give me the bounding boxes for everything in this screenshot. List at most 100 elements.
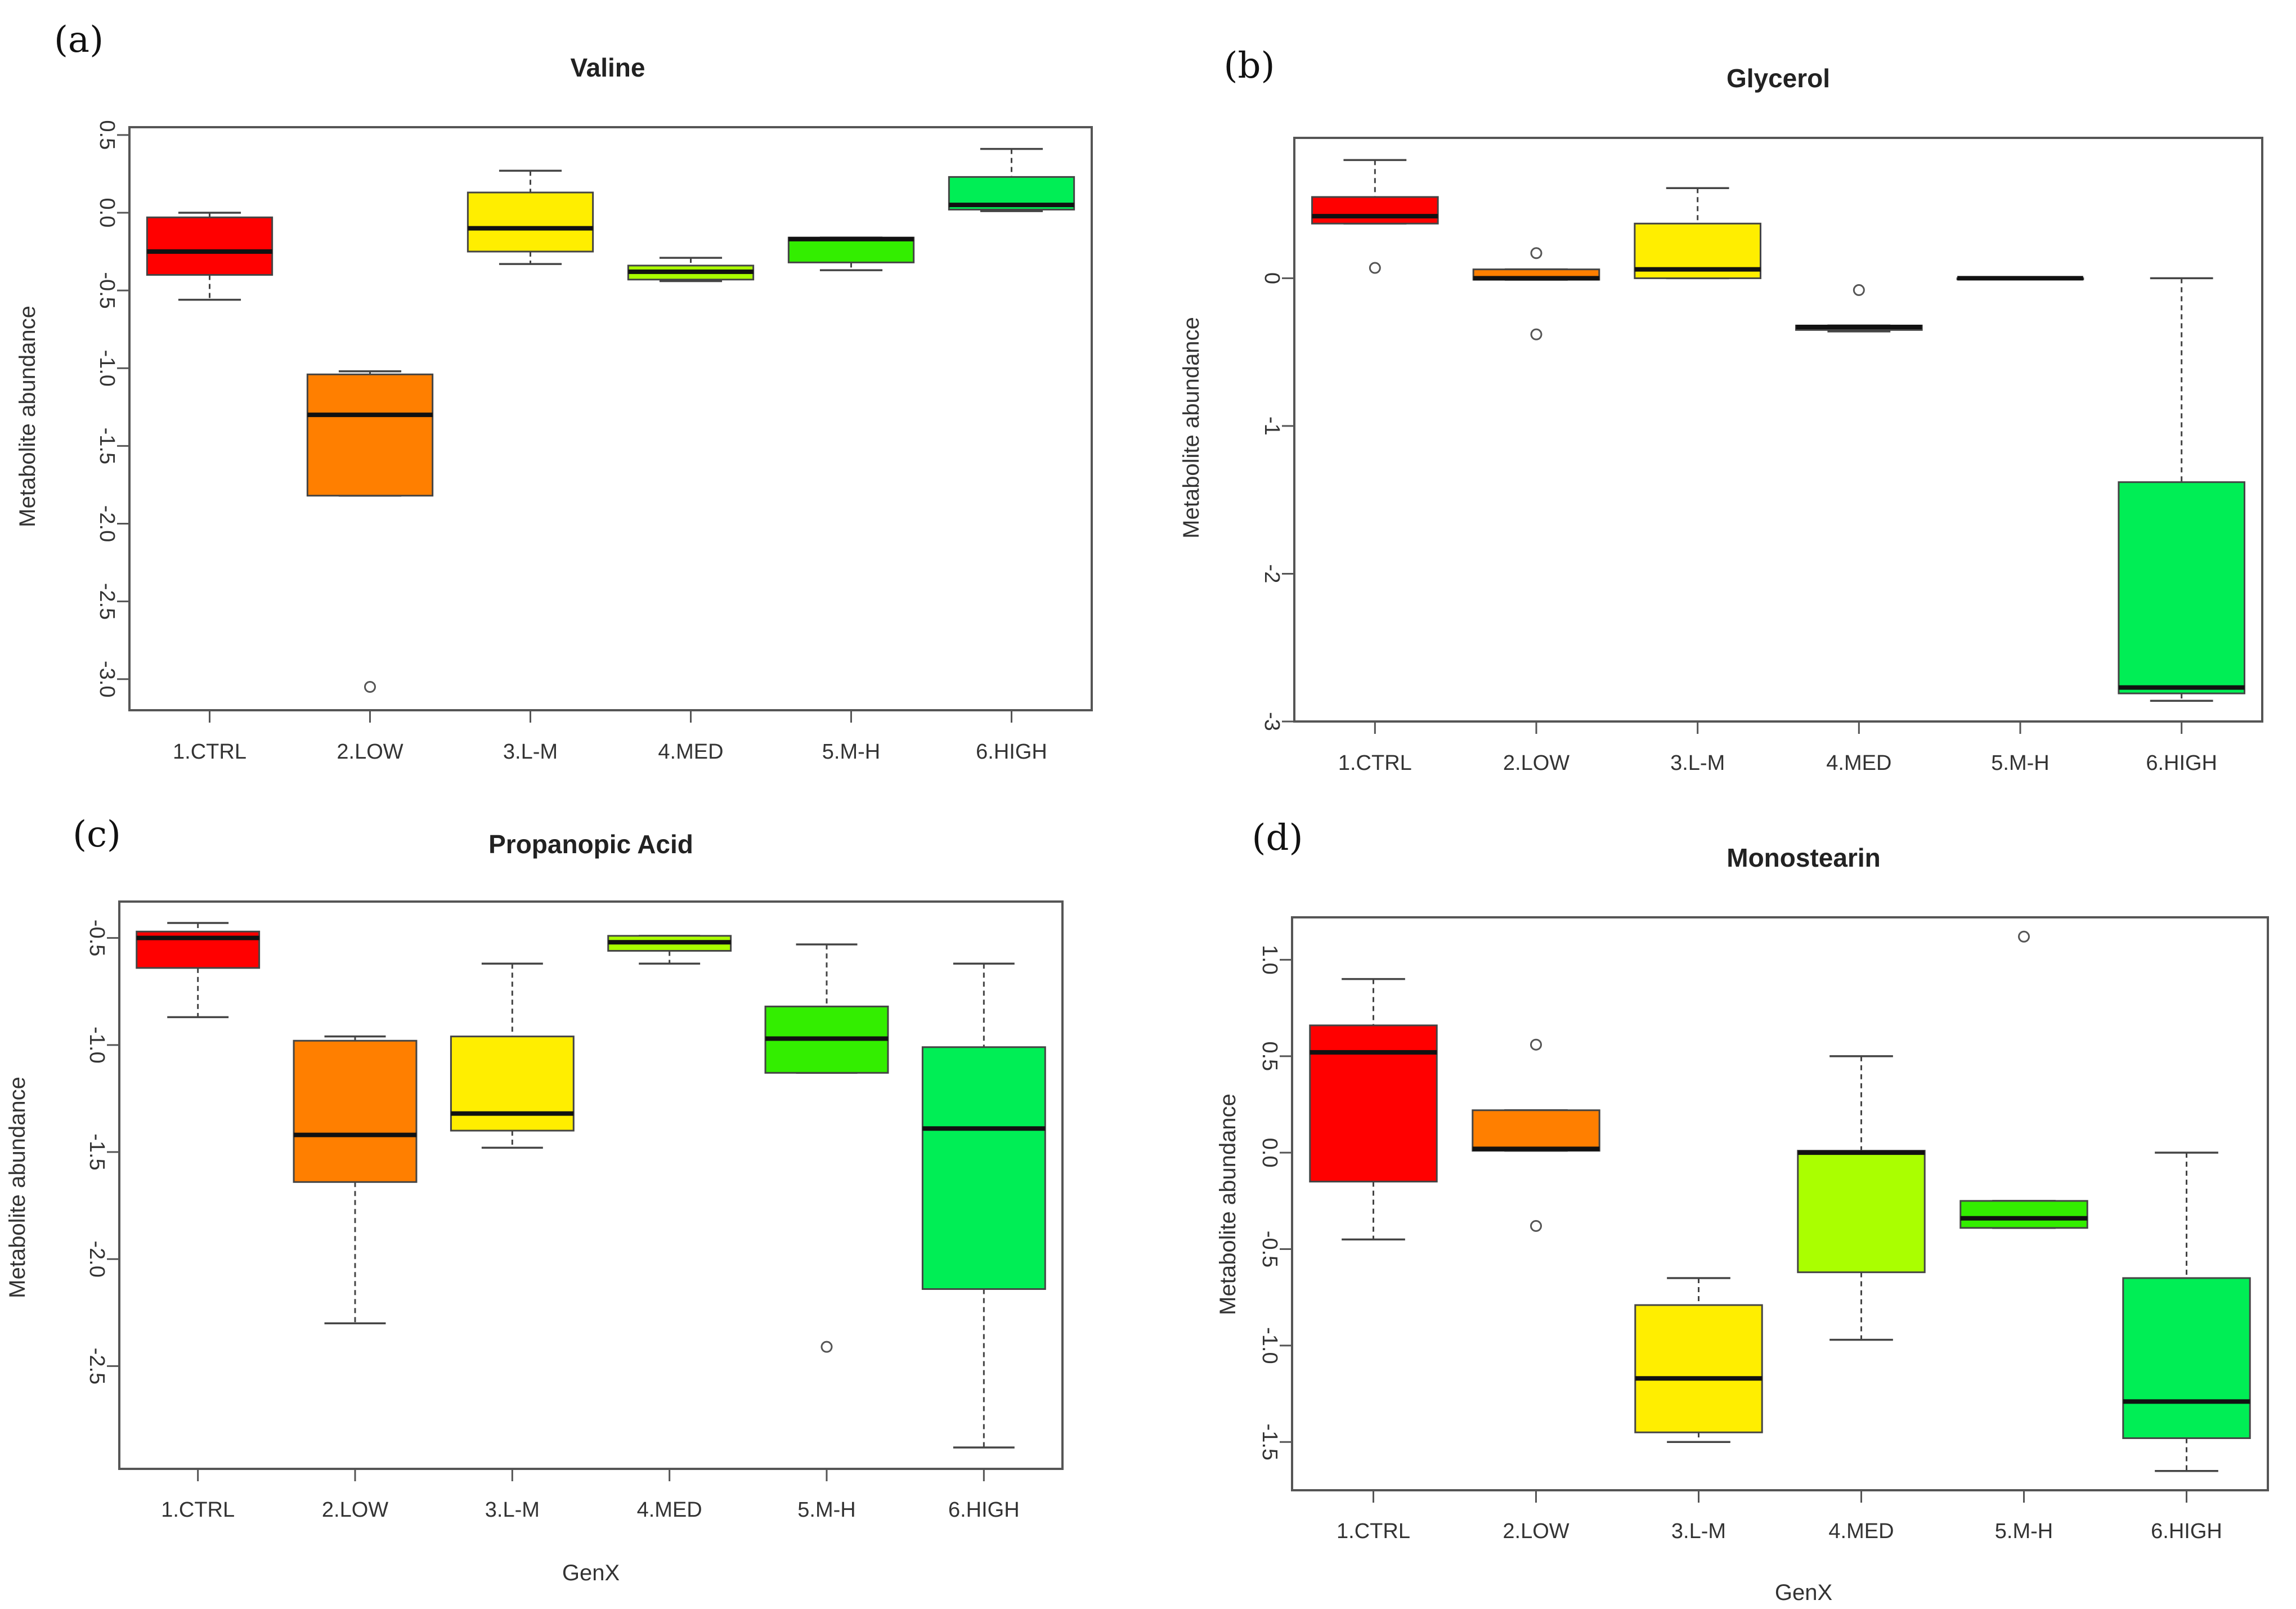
category-label: 1.CTRL xyxy=(161,1498,235,1522)
plot-frame xyxy=(118,900,1064,1470)
plot-frame xyxy=(1291,916,2269,1491)
y-tick-label: -1.5 xyxy=(85,1133,109,1170)
category-label: 6.HIGH xyxy=(2146,751,2217,775)
panel-2: (b) Glycerol Metabolite abundance 0 -1 -2 -3 1.… xyxy=(1179,45,2263,775)
y-axis-label: Metabolite abundance xyxy=(1179,317,1204,539)
category-label: 6.HIGH xyxy=(976,740,1047,764)
category-label: 5.M-H xyxy=(797,1498,855,1522)
panel-letter: (b) xyxy=(1224,45,1275,87)
y-tick-label: -2.0 xyxy=(85,1240,109,1277)
box-3.L-M xyxy=(450,962,575,1149)
y-tick-label: -1.0 xyxy=(85,1027,109,1063)
box-5.M-H xyxy=(787,236,915,271)
y-tick-label: 0.0 xyxy=(1258,1138,1281,1168)
box-iqr xyxy=(293,1039,418,1183)
category-label: 2.LOW xyxy=(1503,751,1569,775)
category-label: 4.MED xyxy=(1826,751,1891,775)
category-label: 1.CTRL xyxy=(1338,751,1412,775)
panel-letter: (d) xyxy=(1252,817,1303,859)
panel-1: (a) Valine Metabolite abundance 0.5 0.0 -0.5 -… xyxy=(15,19,1093,764)
box-4.MED xyxy=(1795,284,1923,333)
box-4.MED xyxy=(607,935,732,965)
category-label: 3.L-M xyxy=(485,1498,540,1522)
box-2.LOW xyxy=(293,1035,418,1325)
outlier-point xyxy=(364,681,376,693)
box-4.MED xyxy=(1797,1055,1926,1341)
y-tick-label: 0.5 xyxy=(95,120,119,150)
box-iqr xyxy=(2122,1277,2251,1439)
box-1.CTRL xyxy=(1309,978,1438,1241)
outlier-point xyxy=(1530,1220,1542,1232)
y-tick-label: -2.0 xyxy=(95,505,119,542)
box-iqr xyxy=(787,236,915,263)
box-3.L-M xyxy=(1634,1277,1763,1444)
box-iqr xyxy=(921,1046,1046,1290)
box-iqr xyxy=(306,373,434,497)
outlier-point xyxy=(1530,328,1542,340)
panel-title: Valine xyxy=(571,53,645,82)
y-axis-label: Metabolite abundance xyxy=(15,306,40,527)
box-iqr xyxy=(146,216,273,276)
category-label: 3.L-M xyxy=(1671,1520,1726,1543)
box-2.LOW xyxy=(306,370,434,693)
outlier-point xyxy=(1369,262,1381,274)
category-label: 6.HIGH xyxy=(2151,1520,2222,1543)
category-label: 6.HIGH xyxy=(948,1498,1020,1522)
outlier-point xyxy=(2018,930,2030,943)
y-tick-label: -1.0 xyxy=(95,349,119,386)
box-3.L-M xyxy=(1634,187,1761,280)
y-axis-label: Metabolite abundance xyxy=(1216,1093,1240,1315)
box-2.LOW xyxy=(1472,1038,1600,1232)
y-tick-label: 0.5 xyxy=(1258,1041,1281,1071)
box-iqr xyxy=(1634,1304,1763,1433)
y-tick-label: -0.5 xyxy=(95,272,119,308)
category-label: 3.L-M xyxy=(1670,751,1725,775)
box-3.L-M xyxy=(467,169,594,265)
category-label: 4.MED xyxy=(658,740,723,764)
box-6.HIGH xyxy=(2122,1151,2251,1472)
x-axis-label: GenX xyxy=(1775,1580,1832,1605)
category-label: 5.M-H xyxy=(1995,1520,2053,1543)
outlier-point xyxy=(1530,247,1542,259)
y-tick-label: -1.5 xyxy=(1258,1424,1281,1460)
category-label: 2.LOW xyxy=(337,740,403,764)
box-6.HIGH xyxy=(921,962,1046,1449)
category-label: 2.LOW xyxy=(322,1498,388,1522)
y-tick-label: -2 xyxy=(1260,564,1284,584)
y-tick-label: 0.0 xyxy=(95,198,119,228)
box-5.M-H xyxy=(1959,930,2088,1229)
box-iqr xyxy=(2118,481,2245,694)
category-label: 2.LOW xyxy=(1503,1520,1569,1543)
y-axis-label: Metabolite abundance xyxy=(5,1077,30,1298)
panel-letter: (c) xyxy=(73,814,121,855)
category-label: 1.CTRL xyxy=(173,740,246,764)
box-iqr xyxy=(1311,196,1439,225)
box-iqr xyxy=(1797,1150,1926,1274)
plot-frame xyxy=(1293,137,2263,723)
y-tick-label: 0 xyxy=(1260,272,1284,284)
outlier-point xyxy=(820,1341,833,1353)
box-iqr xyxy=(1959,1200,2088,1229)
box-6.HIGH xyxy=(948,147,1075,212)
y-tick-label: -1 xyxy=(1260,416,1284,436)
panel-title: Glycerol xyxy=(1727,64,1830,93)
box-1.CTRL xyxy=(146,212,273,301)
y-tick-label: -1.5 xyxy=(95,428,119,464)
outlier-point xyxy=(1530,1038,1542,1051)
box-2.LOW xyxy=(1472,247,1600,340)
category-label: 4.MED xyxy=(1828,1520,1894,1543)
box-1.CTRL xyxy=(136,922,261,1019)
box-iqr xyxy=(450,1036,575,1132)
panel-letter: (a) xyxy=(54,19,104,61)
y-tick-label: -0.5 xyxy=(85,920,109,956)
box-4.MED xyxy=(627,257,755,283)
outlier-point xyxy=(1853,284,1865,296)
panel-4: (d) Monostearin Metabolite abundance GenX 1.… xyxy=(1216,817,2269,1605)
y-tick-label: -2.5 xyxy=(95,583,119,620)
y-tick-label: -3 xyxy=(1260,712,1284,731)
category-label: 5.M-H xyxy=(822,740,880,764)
x-axis-label: GenX xyxy=(562,1561,620,1585)
box-iqr xyxy=(1472,1109,1600,1152)
y-tick-label: 1.0 xyxy=(1258,945,1281,975)
